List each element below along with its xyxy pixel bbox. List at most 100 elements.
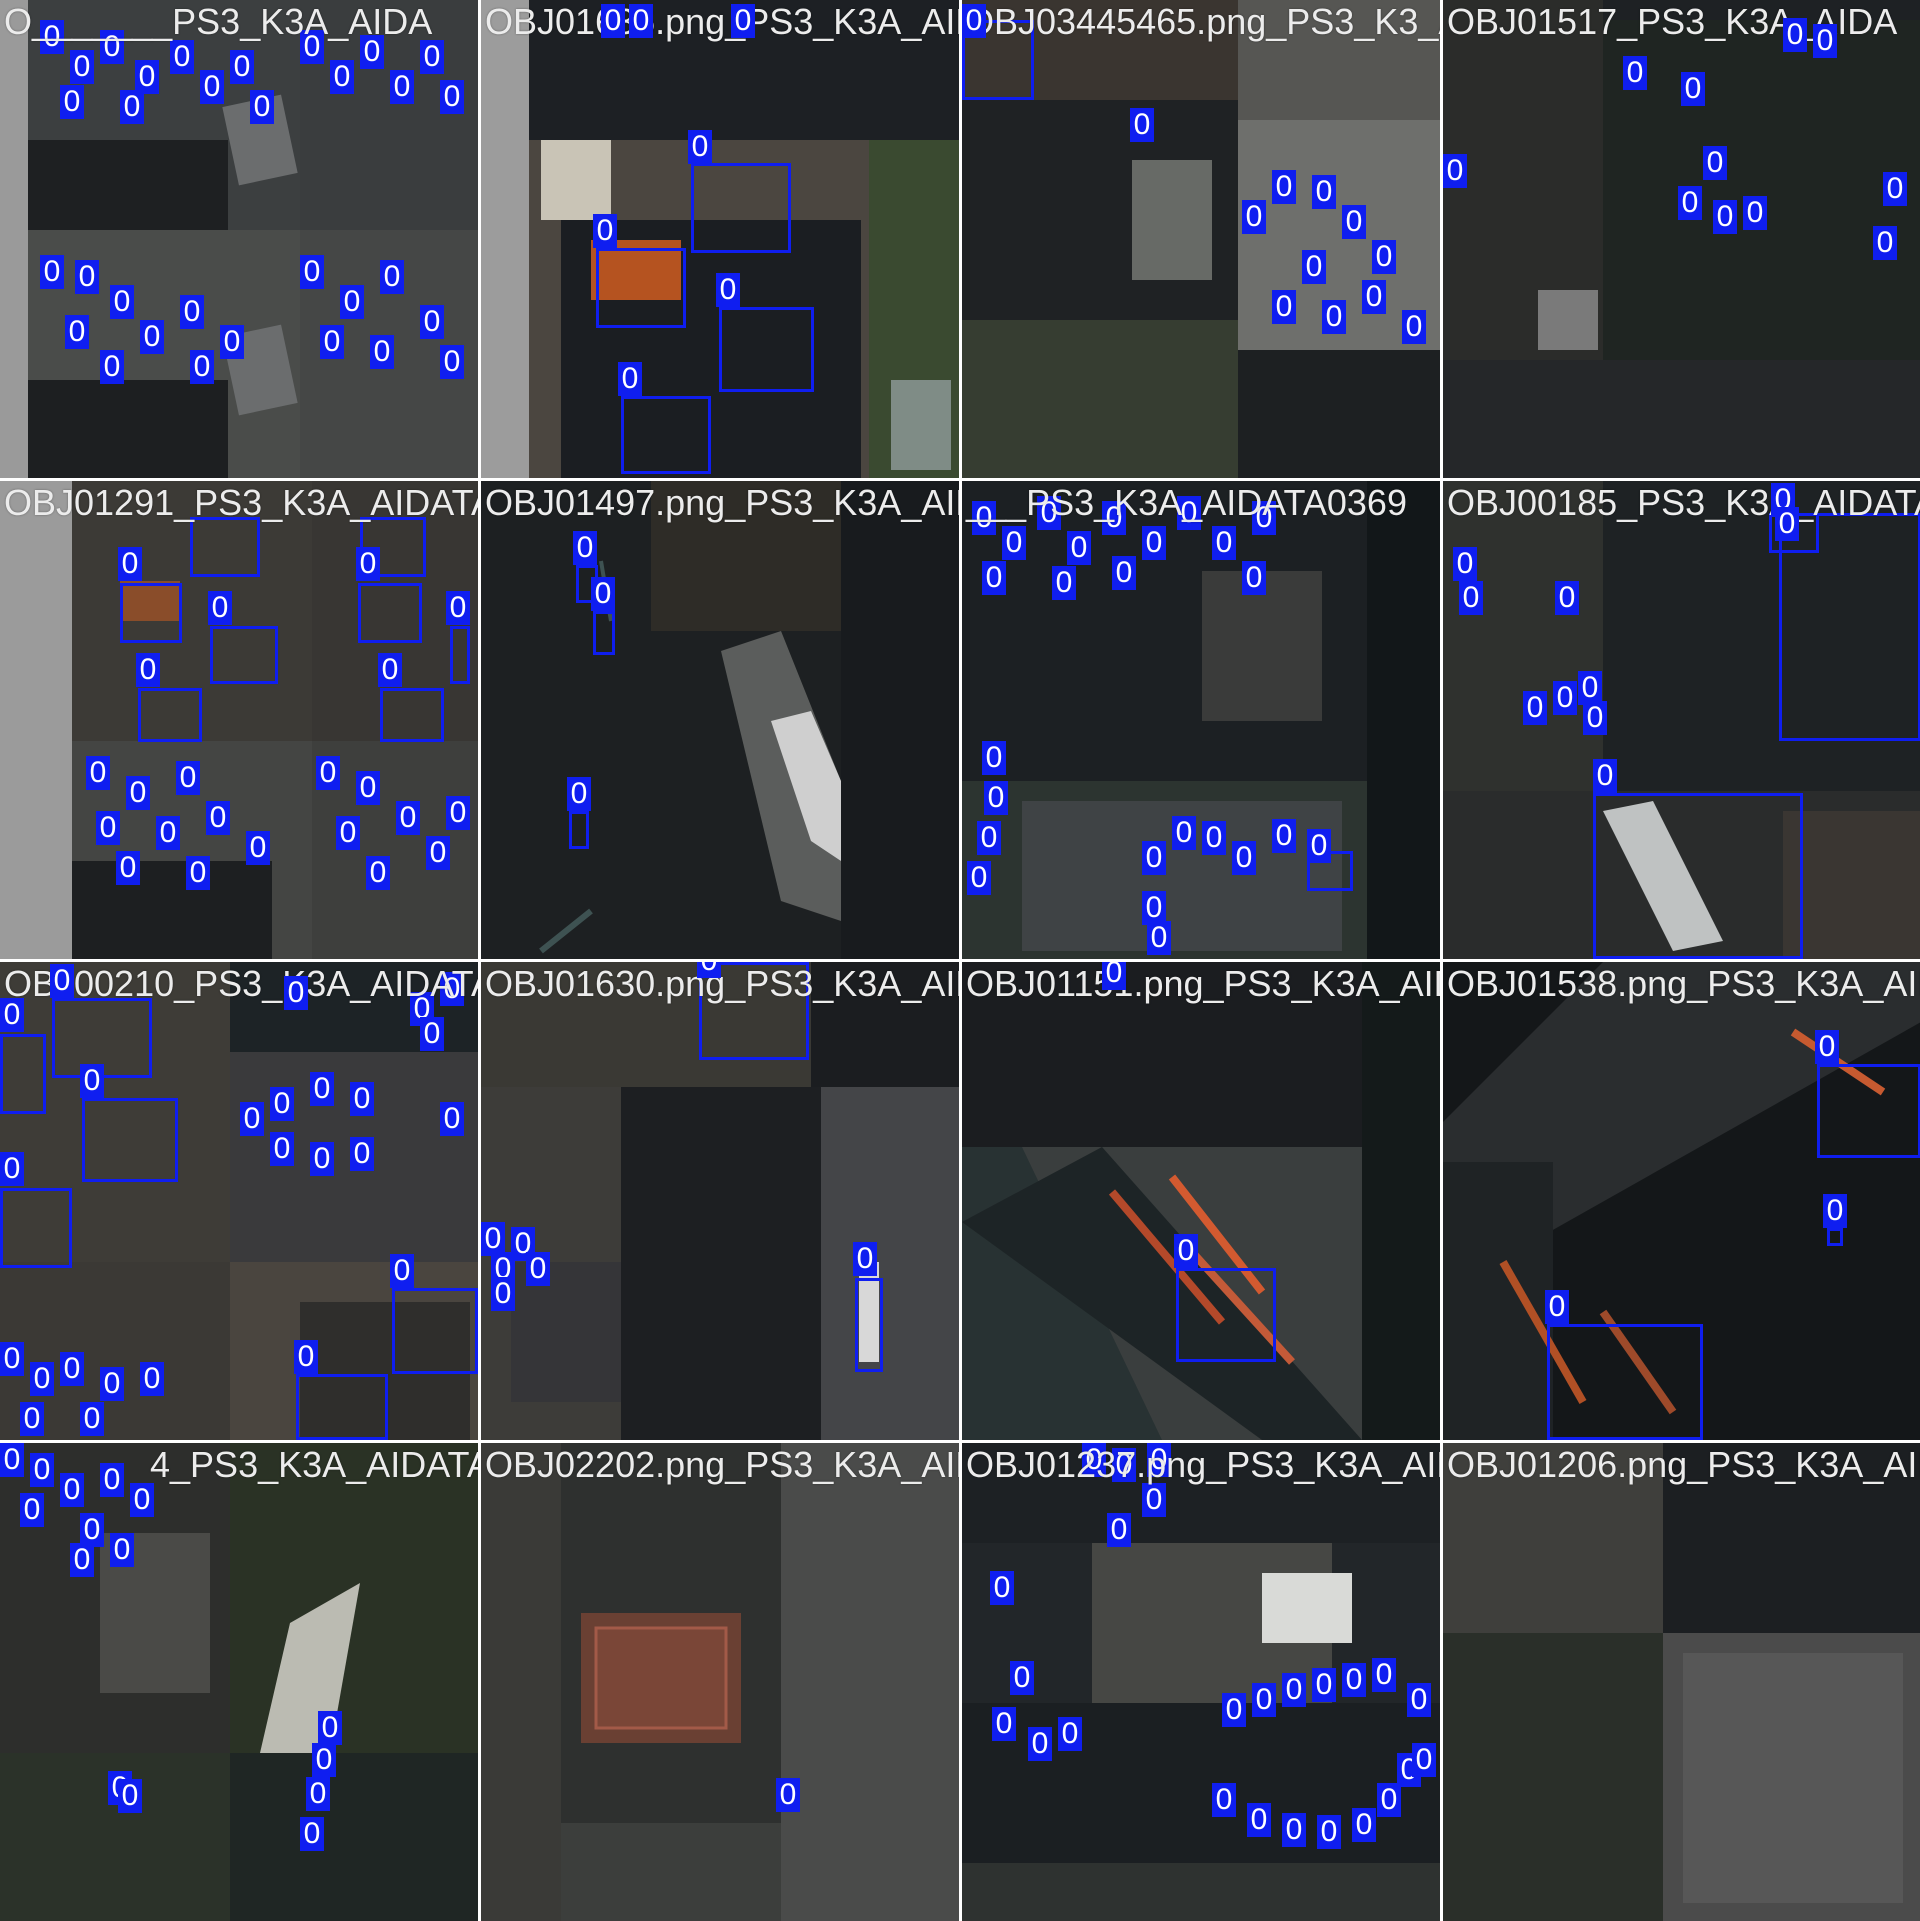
detection-label: 0 — [250, 90, 274, 124]
mosaic-tile: 0 0 0 0 0 0 0 0 0 0 0 0 0 0 0 0 0 0 0 0 … — [962, 481, 1440, 959]
tile-filename: OBJ01206.png_PS3_K3A_AIDA — [1447, 1444, 1920, 1485]
detection-label: 0 — [300, 30, 324, 64]
detection-label: 0 — [200, 70, 224, 104]
detection-label: 0 — [1082, 1443, 1106, 1477]
detection-box — [358, 583, 422, 643]
tile-filename: OBJ01636.png_PS3_K3A_AIDA — [485, 1, 959, 42]
detection-label: 0 — [1252, 1683, 1276, 1717]
detection-label: 0 — [853, 1242, 877, 1276]
detection-label: 0 — [446, 591, 470, 625]
detection-label: 0 — [731, 4, 755, 38]
detection-box — [593, 611, 615, 655]
detection-label: 0 — [1703, 146, 1727, 180]
detection-label: 0 — [70, 50, 94, 84]
detection-label: 0 — [1362, 280, 1386, 314]
tile-filename: OBJ00185_PS3_K3A_AIDATA — [1447, 482, 1920, 523]
detection-label: 0 — [246, 831, 270, 865]
detection-box — [1593, 793, 1803, 959]
detection-label: 0 — [1681, 72, 1705, 106]
detection-label: 0 — [410, 992, 434, 1026]
detection-label: 0 — [310, 1142, 334, 1176]
detection-label: 0 — [350, 1082, 374, 1116]
detection-label: 0 — [420, 40, 444, 74]
detection-label: 0 — [86, 756, 110, 790]
dense-detection-cluster: 0 0 0 0 0 0 0 0 0 0 0 0 0 — [962, 481, 1292, 611]
detection-label: 0 — [567, 777, 591, 811]
detection-label: 0 — [65, 315, 89, 349]
detection-label: 0 — [1028, 1727, 1052, 1761]
detection-label: 0 — [118, 547, 142, 581]
detection-label: 0 — [1242, 561, 1266, 595]
detection-label: 0 — [316, 756, 340, 790]
detection-label: 0 — [176, 761, 200, 795]
satellite-image — [0, 1443, 478, 1921]
tile-filename: OBJ03445465.png_PS3_K3_AIDATA — [966, 1, 1440, 42]
detection-box — [380, 688, 444, 742]
detection-label: 0 — [80, 1402, 104, 1436]
dense-detection-cluster: 0 0 0 0 0 0 0 0 0 — [40, 255, 270, 385]
detection-label: 0 — [1813, 24, 1837, 58]
detection-label: 0 — [60, 1473, 84, 1507]
dense-detection-cluster: 0 0 0 0 0 0 0 — [300, 255, 470, 385]
detection-label: 0 — [481, 1222, 505, 1256]
detection-label: 0 — [1272, 819, 1296, 853]
dense-detection-cluster: 0 0 0 0 — [962, 741, 1022, 921]
detection-label: 0 — [1883, 172, 1907, 206]
detection-label: 0 — [1282, 1813, 1306, 1847]
tile-filename: O_______PS3_K3A_AIDA — [4, 1, 433, 42]
detection-label: 0 — [1112, 1448, 1136, 1482]
detection-box — [719, 307, 814, 392]
dense-detection-cluster: 0 0 0 0 0 0 0 0 0 — [0, 1443, 170, 1577]
detection-label: 0 — [80, 1513, 104, 1547]
detection-label: 0 — [1010, 1661, 1034, 1695]
detection-label: 0 — [1142, 526, 1166, 560]
detection-label: 0 — [96, 811, 120, 845]
detection-box — [120, 583, 182, 643]
detection-label: 0 — [697, 962, 721, 978]
detection-label: 0 — [40, 255, 64, 289]
detection-label: 0 — [420, 305, 444, 339]
detection-label: 0 — [1443, 154, 1467, 188]
detection-label: 0 — [1593, 759, 1617, 793]
detection-label: 0 — [573, 531, 597, 565]
detection-box — [962, 20, 1034, 100]
detection-label: 0 — [340, 285, 364, 319]
detection-label: 0 — [206, 801, 230, 835]
mosaic-tile: 0 0 0 0 0 0 0 0 0 0 0 0 0 0 0 0 0 0 0 0 … — [962, 1443, 1440, 1921]
dense-detection-cluster: 0 0 0 0 0 — [481, 1222, 571, 1312]
detection-label: 0 — [318, 1711, 342, 1745]
detection-label: 0 — [618, 362, 642, 396]
detection-label: 0 — [126, 776, 150, 810]
detection-label: 0 — [1372, 1658, 1396, 1692]
dense-detection-cluster: 0 0 0 0 0 0 0 0 0 — [76, 756, 286, 896]
detection-label: 0 — [306, 1777, 330, 1811]
detection-box — [296, 1374, 388, 1440]
detection-box — [1817, 1064, 1920, 1158]
dense-detection-cluster: 0 0 0 0 0 0 0 0 0 0 — [1242, 160, 1440, 360]
detection-box — [691, 163, 791, 253]
detection-label: 0 — [270, 1132, 294, 1166]
detection-label: 0 — [972, 501, 996, 535]
detection-label: 0 — [380, 260, 404, 294]
detection-label: 0 — [1743, 196, 1767, 230]
dense-detection-cluster: 0 0 0 0 0 — [1082, 1443, 1182, 1553]
dense-detection-cluster: 0 0 0 0 0 0 0 — [0, 1342, 190, 1440]
detection-box — [621, 396, 711, 474]
detection-label: 0 — [982, 561, 1006, 595]
dense-detection-cluster: 0 0 0 0 0 0 0 — [316, 756, 476, 896]
detection-label: 0 — [300, 255, 324, 289]
tile-filename: OBJ01291_PS3_K3A_AIDATA0364 — [4, 482, 478, 523]
detection-label: 0 — [1815, 1030, 1839, 1064]
detection-label: 0 — [118, 1779, 142, 1813]
detection-label: 0 — [156, 816, 180, 850]
detection-label: 0 — [140, 1362, 164, 1396]
detection-label: 0 — [1212, 526, 1236, 560]
detection-label: 0 — [20, 1402, 44, 1436]
detection-label: 0 — [80, 1064, 104, 1098]
detection-label: 0 — [1307, 829, 1331, 863]
mosaic-tile: 0 0 0 0 0 0 0 0 0 0 0 0 0 0 0 0 0 0 0 0 … — [0, 962, 478, 1440]
detection-label: 0 — [1242, 200, 1266, 234]
detection-label: 0 — [426, 836, 450, 870]
mosaic-tile: 0 0 0 0 0 0 0 0 0 0 0 OBJ01517_PS3_K3A_A… — [1443, 0, 1920, 478]
dense-detection-cluster: 0 0 0 0 0 0 0 — [1222, 1643, 1440, 1733]
